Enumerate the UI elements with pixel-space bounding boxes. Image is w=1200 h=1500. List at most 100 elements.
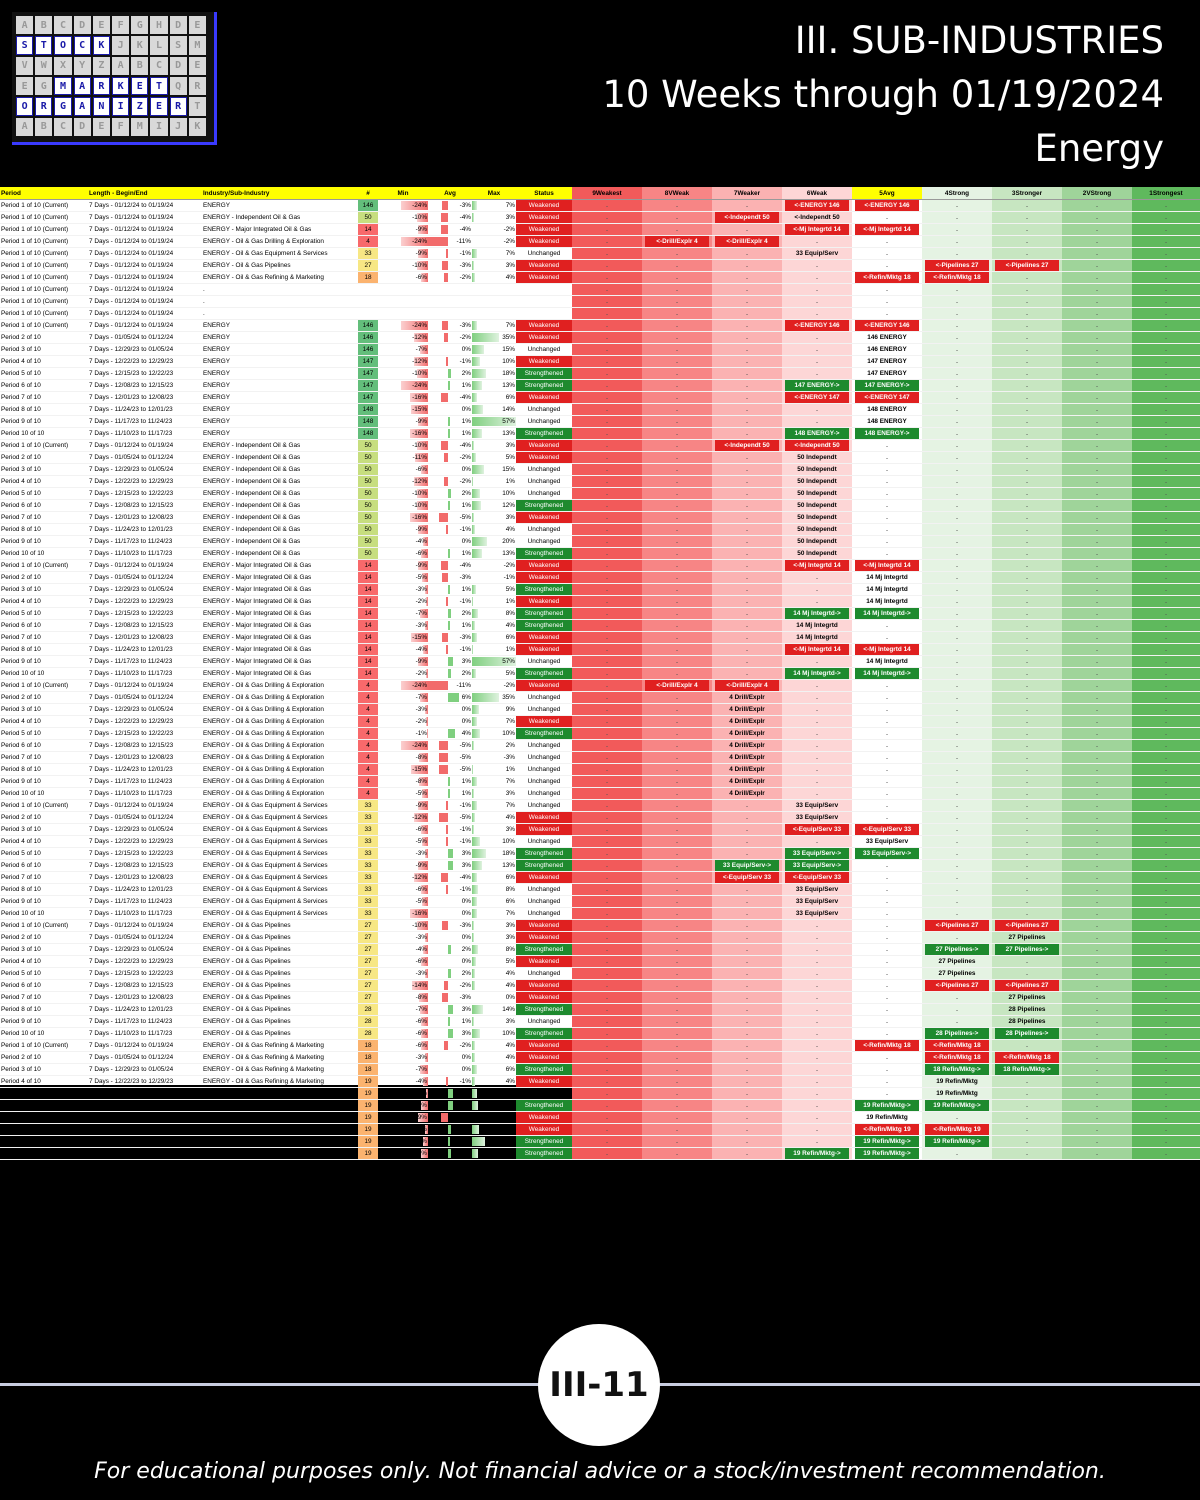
column-header[interactable]: 9Weakest [572, 187, 642, 200]
weakened-marker: <-Independt 50 [715, 440, 779, 451]
column-header[interactable]: 4Strong [922, 187, 992, 200]
column-header[interactable]: Length - Begin/End [88, 187, 202, 200]
avg-cell: -3% [428, 319, 472, 332]
max-databar [472, 261, 475, 270]
empty-marker: . [1096, 214, 1098, 221]
level-cell: 50 Independt [782, 475, 852, 488]
max-cell-text: 4% [505, 814, 515, 821]
column-header[interactable]: Min [378, 187, 428, 200]
industry-cell: ENERGY - Oil & Gas Drilling & Exploratio… [202, 763, 358, 776]
level-cell: . [1062, 319, 1132, 332]
logo-letter-tile: K [188, 117, 206, 136]
level-cell: . [782, 679, 852, 692]
level-cell: . [852, 943, 922, 956]
column-header[interactable]: Avg [428, 187, 472, 200]
empty-marker: . [816, 1030, 818, 1037]
min-cell-text: -2% [415, 598, 427, 605]
empty-marker: . [816, 1126, 818, 1133]
min-databar [416, 489, 428, 498]
empty-marker: . [886, 478, 888, 485]
column-header[interactable]: Max [472, 187, 516, 200]
status-cell-text: Strengthened [524, 946, 564, 953]
level-cell: . [1062, 547, 1132, 560]
level-marker: 19 Refin/Mktg [936, 1090, 978, 1097]
table-row: Period 7 of 10 7 Days - 12/01/23 to 12/08… [0, 391, 1200, 404]
empty-marker: . [606, 286, 608, 293]
column-header[interactable]: 5Avg [852, 187, 922, 200]
table-row: Period 10 of 10 7 Days - 11/10/23 to 11/1… [0, 667, 1200, 680]
empty-marker: . [606, 682, 608, 689]
table-row: Period 3 of 10 7 Days - 12/29/23 to 01/05… [0, 463, 1200, 476]
empty-marker: . [606, 730, 608, 737]
avg-cell: -2% [428, 1039, 472, 1052]
empty-marker: . [956, 1006, 958, 1013]
column-header[interactable]: 2VStrong [1062, 187, 1132, 200]
industry-cell-text: ENERGY - Oil & Gas Drilling & Exploratio… [203, 790, 324, 797]
level-cell: . [642, 739, 712, 752]
column-header[interactable]: 3Stronger [992, 187, 1062, 200]
column-header[interactable]: 7Weaker [712, 187, 782, 200]
column-header[interactable]: Industry/Sub-Industry [202, 187, 358, 200]
table-row: Period 3 of 10 7 Days - 12/29/23 to 01/05… [0, 1063, 1200, 1076]
column-header[interactable]: Status [516, 187, 572, 200]
level-cell: . [1132, 523, 1200, 536]
level-cell: . [642, 487, 712, 500]
column-header[interactable]: 8VWeak [642, 187, 712, 200]
length-cell-text: 7 Days - 11/17/23 to 11/24/23 [89, 538, 173, 545]
column-header[interactable]: 1Strongest [1132, 187, 1200, 200]
max-cell-text: 4% [505, 1042, 515, 1049]
level-cell: . [572, 907, 642, 920]
industry-cell-text: ENERGY - Independent Oil & Gas [203, 454, 301, 461]
length-cell-text: 7 Days - 11/24/23 to 12/01/23 [89, 766, 173, 773]
table-row: Period 10 of 10 7 Days - 11/10/23 to 11/1… [0, 1147, 1200, 1160]
level-cell: . [1062, 955, 1132, 968]
min-cell: -9% [378, 223, 428, 236]
empty-marker: . [956, 226, 958, 233]
table-row: Period 2 of 10 7 Days - 01/05/24 to 01/12… [0, 451, 1200, 464]
column-header[interactable]: Period [0, 187, 88, 200]
max-cell-text: 3% [505, 442, 515, 449]
level-cell: . [712, 499, 782, 512]
logo-letter-tile: O [16, 97, 34, 116]
empty-marker: . [606, 1042, 608, 1049]
industry-cell: ENERGY - Independent Oil & Gas [202, 439, 358, 452]
level-cell: . [642, 1039, 712, 1052]
min-cell-text: -9% [415, 250, 427, 257]
empty-marker: . [1096, 526, 1098, 533]
level-cell: . [922, 655, 992, 668]
industry-cell: ENERGY - Oil & Gas Pipelines [202, 259, 358, 272]
empty-marker: . [746, 958, 748, 965]
empty-marker: . [1165, 634, 1167, 641]
level-cell: . [1132, 487, 1200, 500]
level-cell: 27 Pipelines [922, 967, 992, 980]
status-cell: Weakened [516, 1039, 572, 1052]
avg-cell-text: 3% [461, 1102, 471, 1109]
min-databar [416, 921, 428, 930]
empty-marker: . [1026, 418, 1028, 425]
period-cell-text: Period 7 of 10 [1, 754, 41, 761]
level-cell: . [1062, 751, 1132, 764]
level-cell: . [1132, 331, 1200, 344]
column-header[interactable]: # [358, 187, 378, 200]
empty-marker: . [746, 1030, 748, 1037]
level-cell: . [922, 631, 992, 644]
min-databar [421, 1101, 428, 1110]
length-cell: 7 Days - 01/12/24 to 01/19/24 [88, 247, 202, 260]
empty-marker: . [1165, 454, 1167, 461]
empty-marker: . [606, 658, 608, 665]
empty-marker: . [1096, 970, 1098, 977]
level-cell: . [1062, 919, 1132, 932]
min-cell-text: -6% [415, 958, 427, 965]
count-cell [358, 307, 378, 320]
column-header[interactable]: 6Weak [782, 187, 852, 200]
empty-marker: . [1165, 910, 1167, 917]
industry-cell: ENERGY [202, 355, 358, 368]
empty-marker: . [606, 934, 608, 941]
empty-marker: . [1165, 622, 1167, 629]
level-cell: . [642, 379, 712, 392]
level-cell: . [992, 307, 1062, 320]
max-cell-text: 0% [505, 994, 515, 1001]
level-marker: 27 Pipelines [938, 958, 976, 965]
industry-cell-text: ENERGY - Oil & Gas Pipelines [203, 970, 291, 977]
level-cell: . [642, 907, 712, 920]
